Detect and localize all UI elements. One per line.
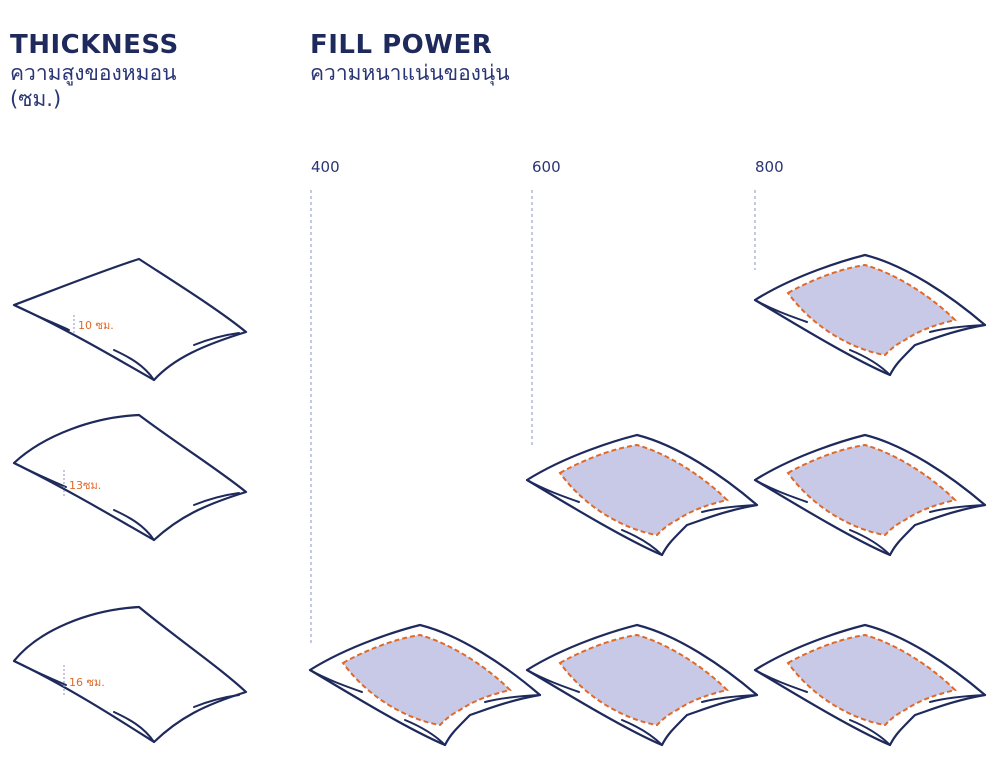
filled-pillow-grid bbox=[308, 253, 987, 747]
thickness-label-16: 16 ซม. bbox=[69, 676, 105, 689]
column-label-800: 800 bbox=[755, 158, 784, 176]
thickness-heading: THICKNESS ความสูงของหมอน (ซม.) bbox=[10, 30, 270, 112]
filled-pillow-400-row-3 bbox=[308, 623, 542, 747]
filled-pillow-600-row-3 bbox=[525, 623, 759, 747]
fill-power-subtitle: ความหนาแน่นของนุ่น bbox=[310, 61, 510, 85]
thickness-unit: (ซม.) bbox=[10, 87, 62, 111]
filled-pillow-800-row-1 bbox=[753, 253, 987, 377]
thickness-pillow-13: 13ซม. bbox=[12, 413, 248, 542]
thickness-pillow-16: 16 ซม. bbox=[12, 605, 248, 744]
thickness-label-10: 10 ซม. bbox=[78, 319, 114, 332]
thickness-label-13: 13ซม. bbox=[69, 479, 101, 492]
thickness-subtitle: ความสูงของหมอน bbox=[10, 61, 177, 85]
filled-pillow-800-row-2 bbox=[753, 433, 987, 557]
thickness-title: THICKNESS bbox=[10, 30, 179, 60]
thickness-pillow-10: 10 ซม. bbox=[12, 257, 248, 382]
column-label-600: 600 bbox=[532, 158, 561, 176]
filled-pillow-800-row-3 bbox=[753, 623, 987, 747]
column-label-400: 400 bbox=[311, 158, 340, 176]
fill-power-title: FILL POWER bbox=[310, 30, 493, 60]
filled-pillow-600-row-2 bbox=[525, 433, 759, 557]
fill-power-heading: FILL POWER ความหนาแน่นของนุ่น bbox=[310, 30, 710, 86]
